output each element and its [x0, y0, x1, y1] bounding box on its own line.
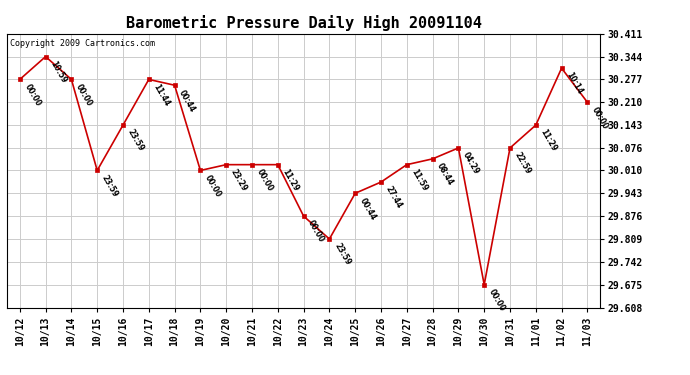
- Text: 00:00: 00:00: [590, 105, 610, 130]
- Text: 11:44: 11:44: [152, 82, 171, 108]
- Text: 10:59: 10:59: [48, 59, 68, 85]
- Text: 23:59: 23:59: [126, 128, 146, 153]
- Title: Barometric Pressure Daily High 20091104: Barometric Pressure Daily High 20091104: [126, 15, 482, 31]
- Text: 00:00: 00:00: [306, 219, 326, 244]
- Text: 00:00: 00:00: [203, 173, 223, 199]
- Text: 11:29: 11:29: [281, 167, 300, 193]
- Text: 04:29: 04:29: [461, 151, 481, 176]
- Text: 00:44: 00:44: [177, 88, 197, 113]
- Text: 00:44: 00:44: [358, 196, 378, 222]
- Text: 27:44: 27:44: [384, 185, 404, 210]
- Text: 11:59: 11:59: [410, 167, 429, 193]
- Text: 00:00: 00:00: [255, 167, 275, 193]
- Text: 23:29: 23:29: [229, 167, 249, 193]
- Text: 11:29: 11:29: [539, 128, 558, 153]
- Text: 10:14: 10:14: [564, 71, 584, 96]
- Text: Copyright 2009 Cartronics.com: Copyright 2009 Cartronics.com: [10, 39, 155, 48]
- Text: 08:44: 08:44: [435, 162, 455, 187]
- Text: 23:59: 23:59: [332, 242, 352, 267]
- Text: 00:00: 00:00: [487, 287, 507, 313]
- Text: 00:00: 00:00: [23, 82, 42, 108]
- Text: 23:59: 23:59: [100, 173, 120, 198]
- Text: 00:00: 00:00: [75, 82, 94, 108]
- Text: 22:59: 22:59: [513, 151, 533, 176]
